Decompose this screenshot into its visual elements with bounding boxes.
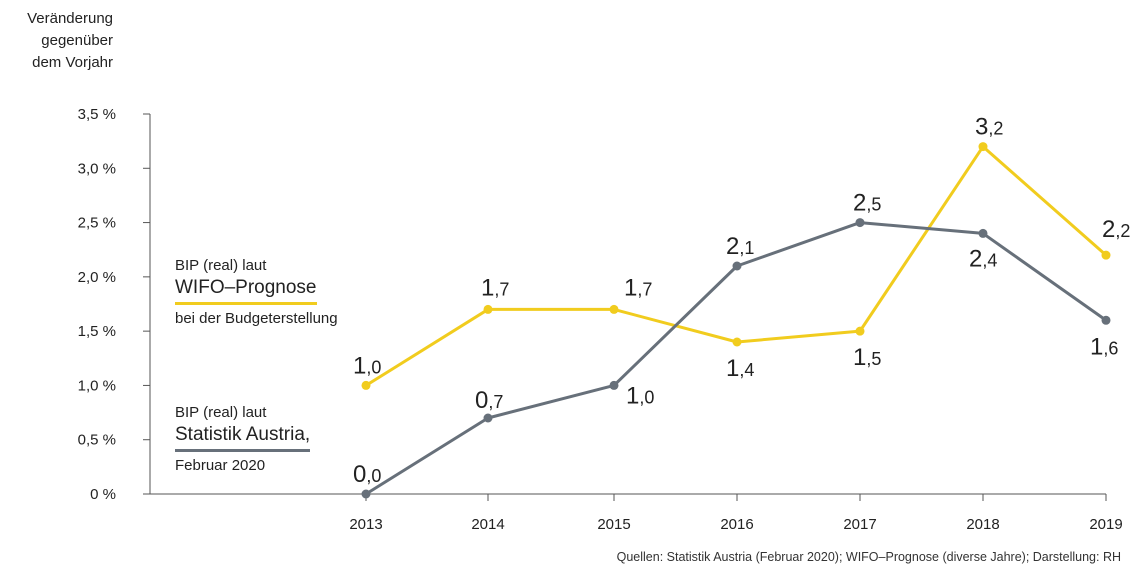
x-tick-label: 2018 xyxy=(966,516,999,533)
y-axis-title-line: Veränderung xyxy=(27,10,113,27)
data-point-statistik xyxy=(1101,315,1111,325)
data-label-statistik: 1,6 xyxy=(1090,333,1118,360)
x-tick-label: 2014 xyxy=(471,516,504,533)
legend-wifo-line1: BIP (real) laut xyxy=(175,257,267,274)
data-point-wifo xyxy=(1101,250,1111,260)
legend-statistik-brand: Statistik Austria, xyxy=(175,423,311,452)
data-point-wifo xyxy=(855,326,865,336)
data-point-statistik xyxy=(855,218,865,228)
y-tick-label: 2,0 % xyxy=(78,269,116,286)
x-tick-label: 2019 xyxy=(1089,516,1122,533)
legend-statistik-line1: BIP (real) laut xyxy=(175,404,267,421)
data-label-wifo: 3,2 xyxy=(975,114,1003,141)
legend-statistik: BIP (real) laut Statistik Austria, Febru… xyxy=(175,403,311,476)
data-label-statistik: 2,5 xyxy=(853,190,881,217)
data-point-wifo xyxy=(483,304,493,314)
data-point-statistik xyxy=(978,228,988,238)
data-label-wifo: 1,5 xyxy=(853,344,881,371)
legend-wifo: BIP (real) laut WIFO–Prognose bei der Bu… xyxy=(175,256,338,329)
x-tick-label: 2017 xyxy=(843,516,876,533)
data-point-wifo xyxy=(361,380,371,390)
source-note: Quellen: Statistik Austria (Februar 2020… xyxy=(616,550,1121,564)
data-point-wifo xyxy=(609,304,619,314)
legend-statistik-line3: Februar 2020 xyxy=(175,457,266,474)
data-label-statistik: 0,0 xyxy=(353,461,381,488)
data-label-wifo: 1,4 xyxy=(726,355,754,382)
y-tick-label: 0,5 % xyxy=(78,432,116,449)
data-point-statistik xyxy=(609,380,619,390)
legend-wifo-brand: WIFO–Prognose xyxy=(175,276,317,305)
y-axis-title: Veränderung gegenüber dem Vorjahr xyxy=(0,8,113,74)
y-tick-label: 1,5 % xyxy=(78,323,116,340)
y-tick-label: 3,0 % xyxy=(78,160,116,177)
data-point-statistik xyxy=(732,261,742,271)
y-axis-title-line: dem Vorjahr xyxy=(32,54,113,71)
y-axis-title-line: gegenüber xyxy=(41,32,113,49)
data-point-wifo xyxy=(978,142,988,152)
data-label-statistik: 0,7 xyxy=(475,387,503,414)
x-tick-label: 2015 xyxy=(597,516,630,533)
data-label-wifo: 1,0 xyxy=(353,352,381,379)
data-label-wifo: 1,7 xyxy=(624,274,652,301)
data-label-statistik: 2,4 xyxy=(969,245,997,272)
data-point-wifo xyxy=(732,337,742,347)
x-tick-label: 2016 xyxy=(720,516,753,533)
data-label-wifo: 2,2 xyxy=(1102,216,1130,243)
y-tick-label: 1,0 % xyxy=(78,377,116,394)
y-tick-label: 2,5 % xyxy=(78,215,116,232)
data-point-statistik xyxy=(483,413,493,423)
y-tick-label: 0 % xyxy=(90,486,116,503)
data-label-statistik: 2,1 xyxy=(726,233,754,260)
x-tick-label: 2013 xyxy=(349,516,382,533)
data-label-statistik: 1,0 xyxy=(626,382,654,409)
data-point-statistik xyxy=(361,489,371,499)
legend-wifo-line3: bei der Budgeterstellung xyxy=(175,310,338,327)
data-label-wifo: 1,7 xyxy=(481,274,509,301)
y-tick-label: 3,5 % xyxy=(78,106,116,123)
